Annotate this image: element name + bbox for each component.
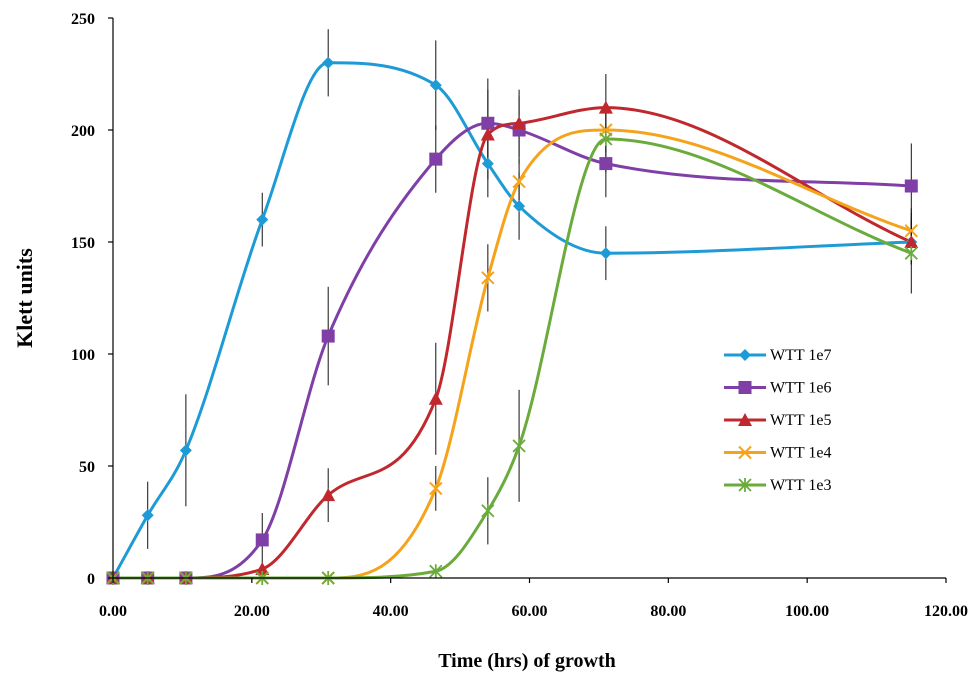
data-point [512, 438, 526, 453]
data-point [256, 213, 269, 226]
x-tick-label: 40.00 [373, 603, 409, 620]
data-point [179, 444, 192, 457]
data-point [429, 481, 443, 496]
series-line-3 [113, 106, 912, 580]
data-point [429, 152, 443, 166]
data-point [322, 56, 335, 69]
data-point [255, 562, 270, 576]
data-point [429, 79, 442, 92]
legend-marker [738, 381, 752, 394]
data-point [599, 247, 612, 260]
data-point [321, 329, 335, 343]
y-tick-label: 100 [71, 347, 95, 364]
legend-label: WTT 1e5 [770, 412, 831, 429]
data-point [904, 224, 918, 238]
ticks: 0 50 100 150 200 250 0.00 20.00 40.00 60.00 80.00 1… [71, 11, 968, 620]
x-tick-label: 0.00 [99, 603, 127, 620]
legend-item: WTT 1e4 [724, 445, 831, 462]
legend-item: WTT 1e3 [724, 477, 831, 494]
y-tick-label: 50 [79, 459, 95, 476]
data-point [512, 174, 526, 189]
legend-marker [738, 445, 752, 460]
x-tick-label: 100.00 [785, 603, 829, 620]
data-point [512, 116, 527, 130]
data-point [480, 127, 495, 141]
data-point [599, 131, 613, 146]
data-point [428, 391, 443, 405]
y-axis-title: Klett units [12, 248, 37, 348]
legend-label: WTT 1e4 [770, 445, 831, 462]
legend-marker [738, 478, 752, 492]
data-point [904, 246, 918, 261]
x-tick-label: 20.00 [234, 603, 270, 620]
data-point [481, 157, 494, 170]
legend-label: WTT 1e7 [770, 347, 831, 364]
legend-marker [738, 413, 752, 426]
legend-label: WTT 1e6 [770, 380, 831, 397]
data-point [904, 235, 919, 248]
y-tick-label: 250 [71, 11, 95, 28]
data-point [481, 271, 495, 285]
y-tick-label: 0 [87, 571, 95, 588]
data-point [904, 179, 918, 193]
data-point [429, 564, 443, 579]
data-point [598, 100, 613, 114]
legend-item: WTT 1e5 [724, 412, 831, 429]
data-point [141, 509, 154, 522]
y-tick-label: 150 [71, 235, 95, 252]
data-point [481, 116, 495, 130]
x-tick-label: 60.00 [512, 603, 548, 620]
series-lines [111, 61, 912, 580]
x-tick-label: 80.00 [650, 603, 686, 620]
data-point [481, 503, 495, 518]
legend-item: WTT 1e6 [724, 380, 831, 397]
legend-label: WTT 1e3 [770, 477, 831, 494]
data-point [321, 488, 336, 502]
legend: WTT 1e7 WTT 1e6 WTT 1e5 WTT 1e4 WTT 1e3 [724, 347, 831, 494]
series-line-1 [111, 61, 912, 579]
data-point [513, 200, 526, 213]
y-tick-label: 200 [71, 123, 95, 140]
data-point [599, 157, 613, 171]
x-tick-label: 120.00 [924, 603, 968, 620]
legend-item: WTT 1e7 [724, 347, 831, 364]
data-point [255, 533, 269, 547]
x-axis-title: Time (hrs) of growth [438, 650, 616, 672]
legend-marker [739, 349, 751, 361]
